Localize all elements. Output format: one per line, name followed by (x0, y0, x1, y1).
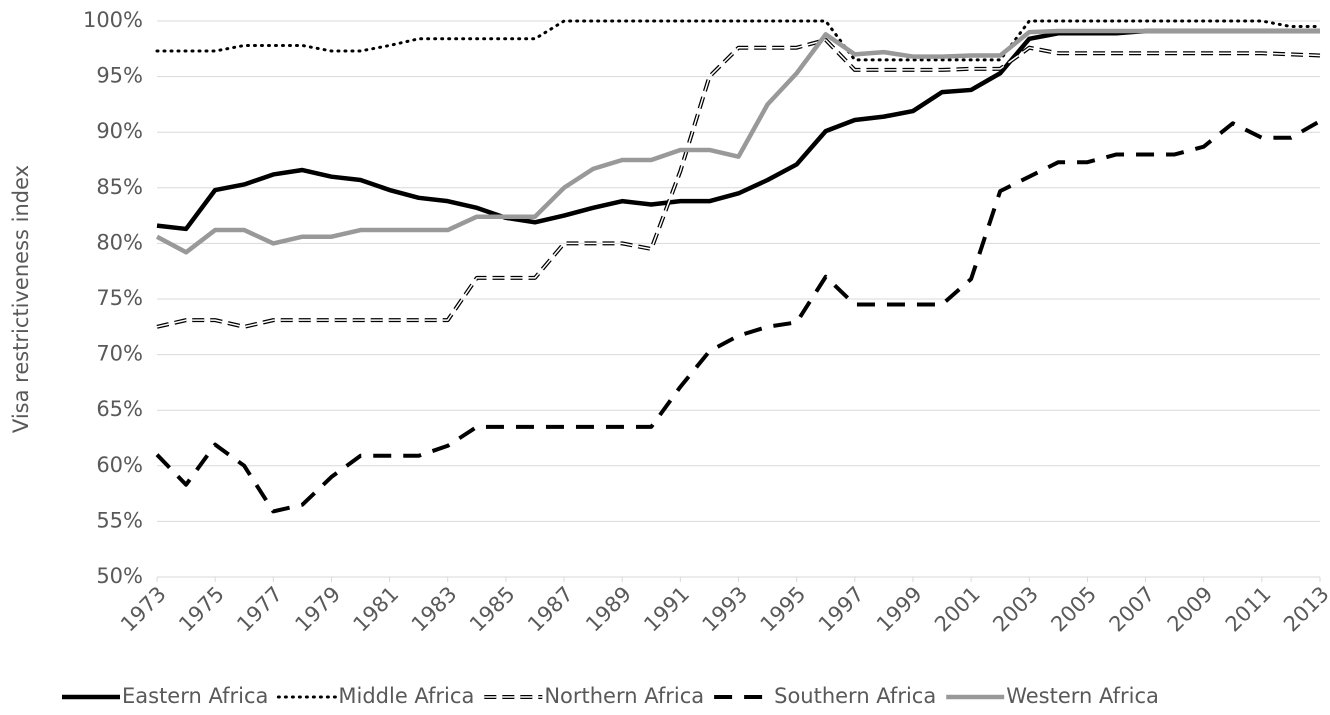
y-tick-label: 100% (83, 8, 143, 32)
x-tick-label: 1981 (349, 582, 404, 637)
y-tick-label: 85% (96, 175, 143, 199)
legend-label: Middle Africa (338, 684, 474, 708)
x-tick-label: 1991 (639, 582, 694, 637)
y-axis-title: Visa restrictiveness index (9, 165, 33, 433)
y-tick-label: 65% (96, 397, 143, 421)
y-tick-label: 80% (96, 230, 143, 254)
line-series (155, 28, 1320, 255)
line-series-inner (156, 39, 1321, 328)
x-tick-label: 1985 (465, 582, 520, 637)
legend-label: Southern Africa (774, 684, 936, 708)
x-tick-label: 2011 (1221, 582, 1276, 637)
legend-label: Western Africa (1006, 684, 1159, 708)
line-series (155, 19, 1322, 62)
x-tick-label: 1973 (116, 582, 171, 637)
x-tick-label: 1975 (174, 582, 229, 637)
y-tick-label: 90% (96, 119, 143, 143)
y-tick-label: 95% (96, 64, 143, 88)
x-tick-label: 1999 (872, 582, 927, 637)
y-tick-label: 70% (96, 342, 143, 366)
legend-label: Northern Africa (544, 684, 704, 708)
y-tick-label: 55% (96, 508, 143, 532)
x-tick-label: 2001 (930, 582, 985, 637)
x-tick-label: 2007 (1105, 582, 1160, 637)
x-tick-label: 1989 (581, 582, 636, 637)
y-tick-label: 60% (96, 453, 143, 477)
x-tick-label: 2003 (988, 582, 1043, 637)
x-tick-label: 1979 (290, 582, 345, 637)
y-tick-label: 50% (96, 564, 143, 588)
x-tick-label: 1995 (756, 582, 811, 637)
x-tick-label: 1983 (407, 582, 462, 637)
x-tick-label: 2005 (1046, 582, 1101, 637)
line-series (155, 119, 1321, 514)
y-tick-label: 75% (96, 286, 143, 310)
x-tick-label: 1997 (814, 582, 869, 637)
x-tick-label: 2009 (1163, 582, 1218, 637)
x-tick-label: 1987 (523, 582, 578, 637)
line-series (156, 37, 1321, 329)
x-tick-label: 1993 (698, 582, 753, 637)
line-series (156, 28, 1320, 232)
x-tick-label: 2013 (1279, 582, 1330, 637)
x-tick-label: 1977 (232, 582, 287, 637)
legend-label: Eastern Africa (122, 684, 268, 708)
